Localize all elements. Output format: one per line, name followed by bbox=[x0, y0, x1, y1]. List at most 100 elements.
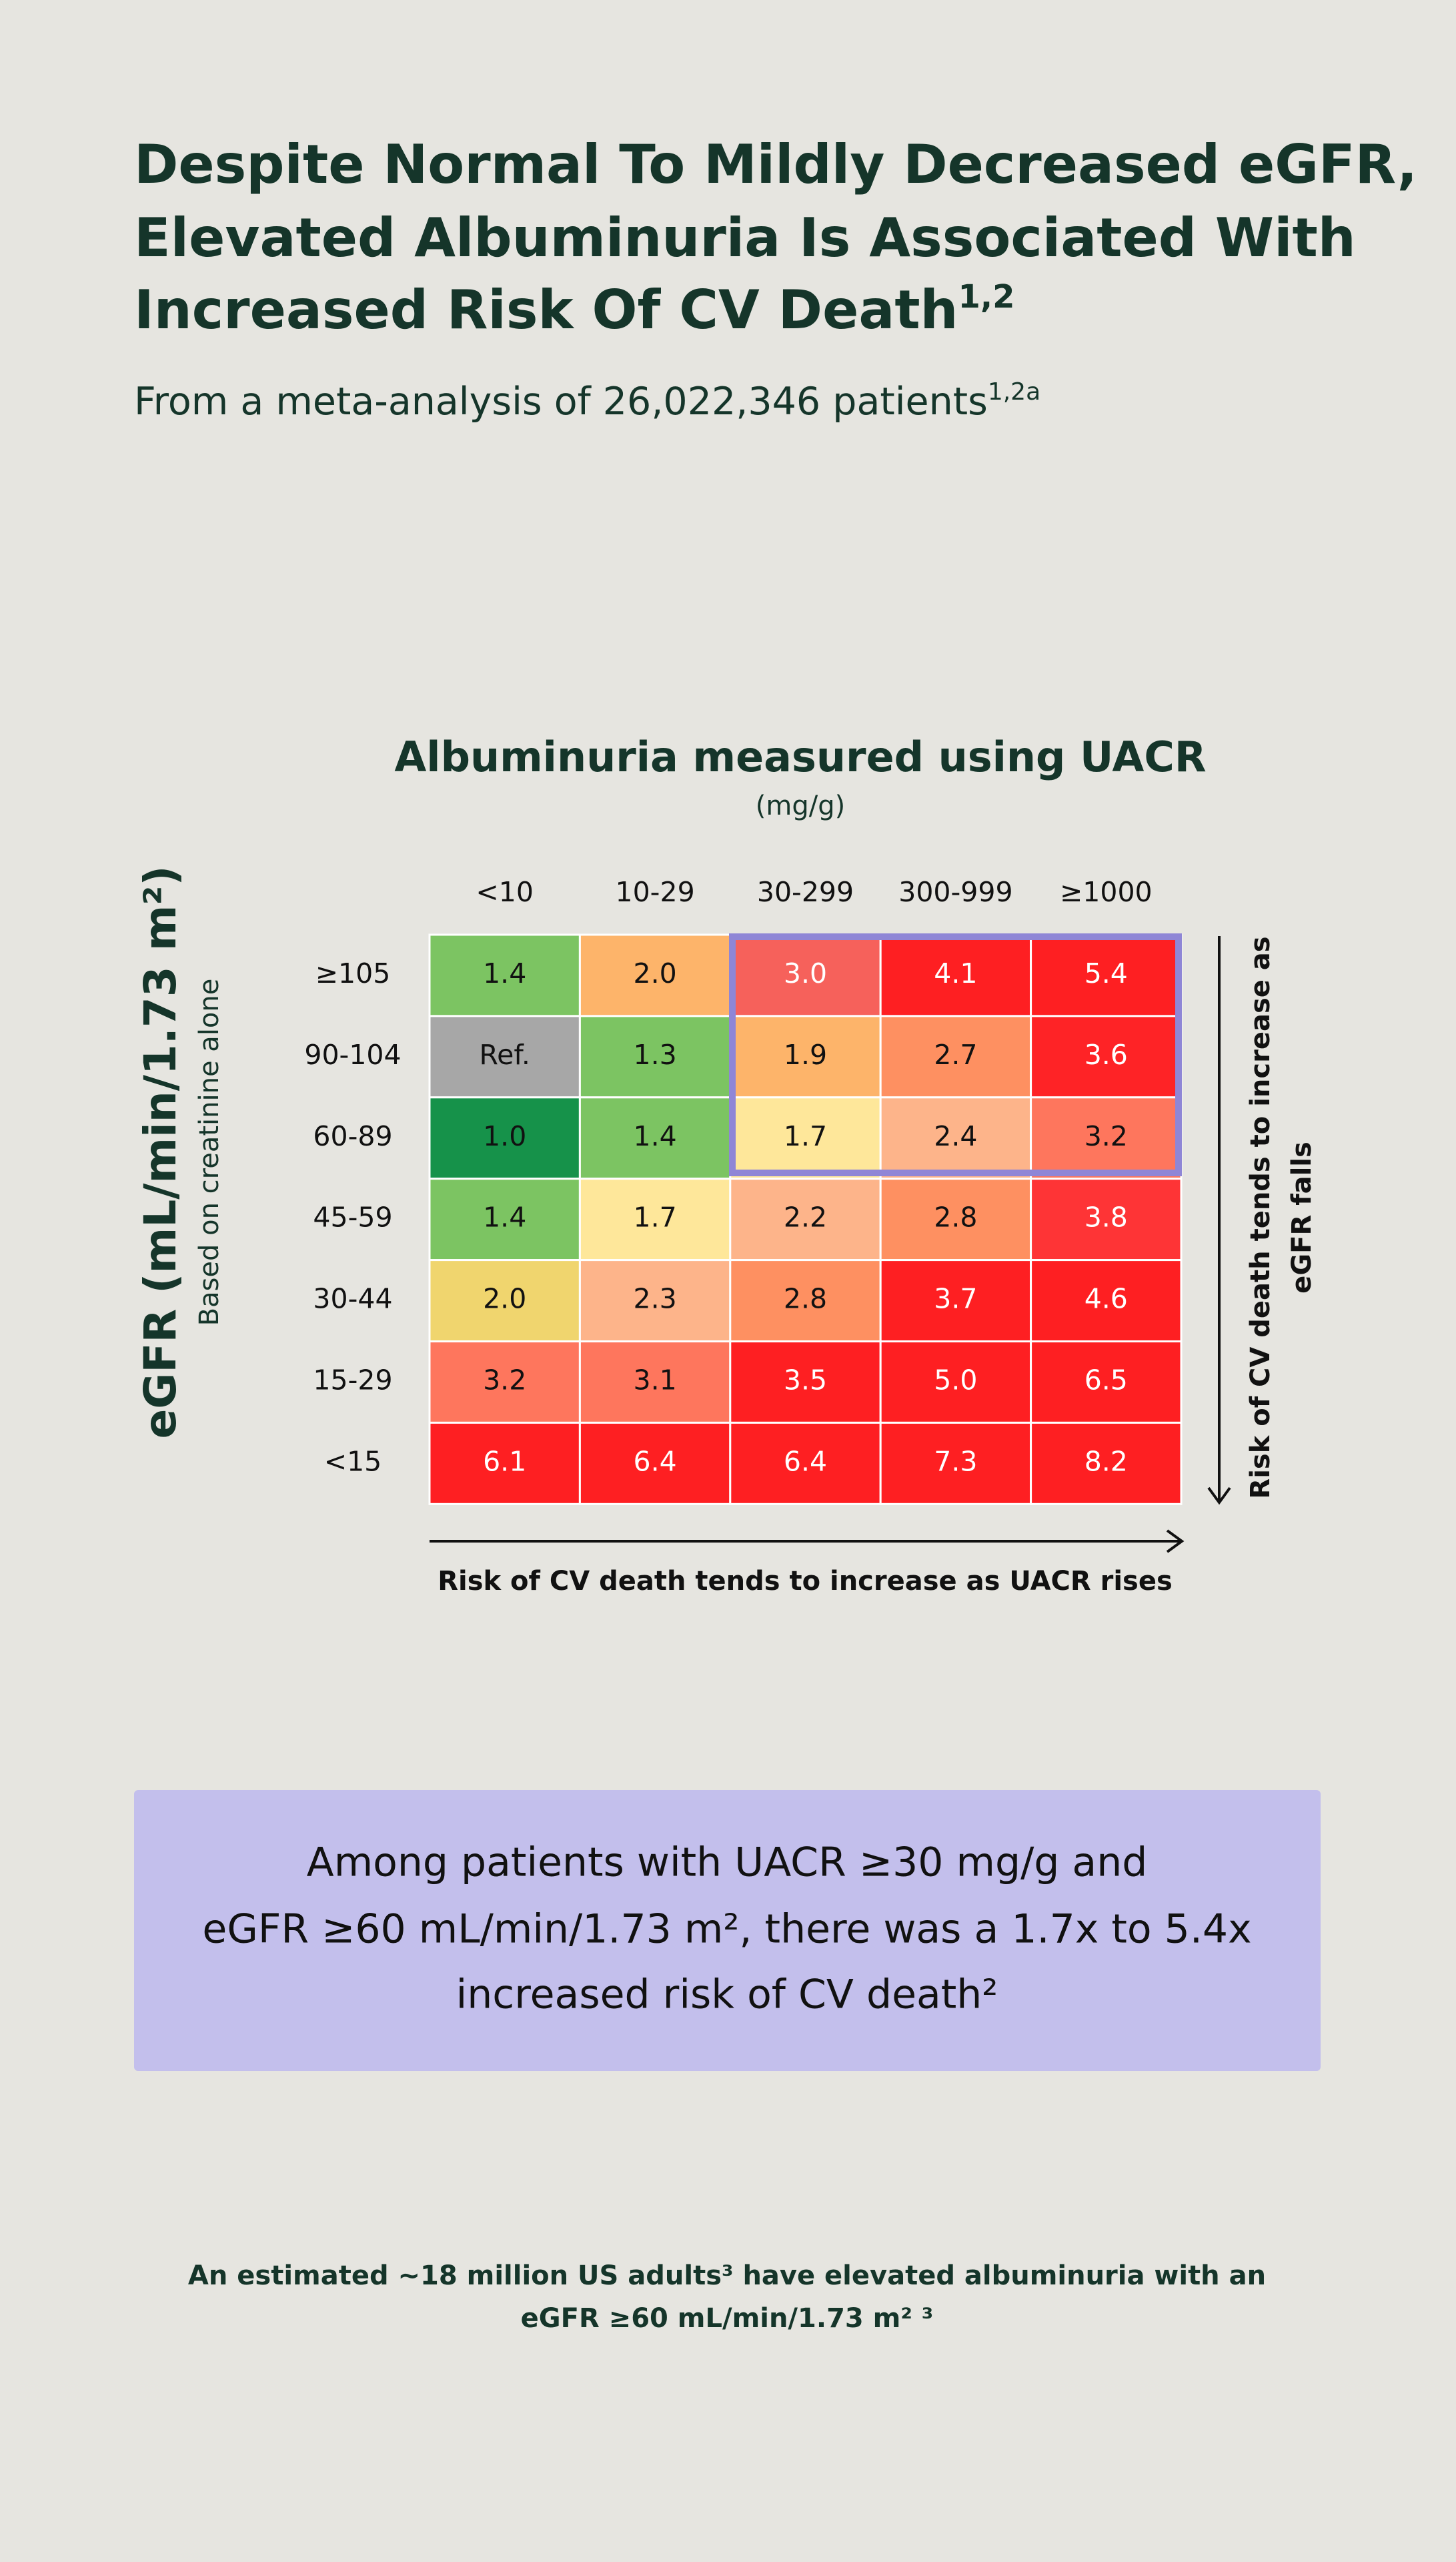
cell-value: 3.5 bbox=[784, 1364, 827, 1396]
heatmap-cell bbox=[729, 1178, 882, 1262]
title-line: Elevated Albuminuria Is Associated With bbox=[134, 207, 1356, 269]
callout-box bbox=[134, 1790, 1321, 2071]
right-note-line: eGFR falls bbox=[1287, 1142, 1317, 1294]
title-line: Increased Risk Of CV Death1,2 bbox=[134, 278, 1015, 341]
cell-value: 2.3 bbox=[633, 1283, 676, 1315]
footer-line: eGFR ≥60 mL/min/1.73 m² ³ bbox=[521, 2303, 934, 2334]
cell-value: 2.4 bbox=[934, 1120, 977, 1152]
row-label: 60-89 bbox=[313, 1120, 392, 1152]
column-label: <10 bbox=[476, 876, 534, 908]
bottom-note: Risk of CV death tends to increase as UA… bbox=[438, 1566, 1173, 1597]
cell-value: 1.4 bbox=[483, 1202, 526, 1234]
callout-line: eGFR ≥60 mL/min/1.73 m², there was a 1.7… bbox=[202, 1906, 1251, 1953]
cell-value: 3.1 bbox=[633, 1364, 676, 1396]
heatmap-cell bbox=[1030, 1178, 1183, 1262]
row-axis-title: eGFR (mL/min/1.73 m²) bbox=[135, 865, 186, 1438]
heatmap-cell bbox=[729, 1421, 882, 1505]
cell-value: 3.8 bbox=[1084, 1202, 1128, 1234]
cell-value: 1.4 bbox=[633, 1120, 676, 1152]
heatmap-cell bbox=[428, 933, 581, 1017]
heatmap-cell bbox=[1030, 1421, 1183, 1505]
row-label: 90-104 bbox=[304, 1039, 401, 1071]
cell-value: 5.0 bbox=[934, 1364, 977, 1396]
heatmap-cell bbox=[428, 1259, 581, 1342]
row-label: 45-59 bbox=[313, 1202, 392, 1234]
cell-value: 6.5 bbox=[1084, 1364, 1128, 1396]
cell-value: 2.0 bbox=[633, 957, 676, 989]
heatmap-cell bbox=[1030, 1259, 1183, 1342]
cell-value: 5.4 bbox=[1084, 957, 1128, 989]
cell-value: 2.8 bbox=[934, 1202, 977, 1234]
arrow-head bbox=[1207, 1486, 1231, 1505]
heatmap-cell bbox=[879, 1340, 1032, 1424]
cell-value: 1.9 bbox=[784, 1039, 827, 1071]
row-axis-subtitle: Based on creatinine alone bbox=[194, 979, 225, 1326]
heatmap-cell bbox=[729, 1096, 882, 1180]
heatmap-cell bbox=[578, 1178, 732, 1262]
callout-line: increased risk of CV death² bbox=[456, 1972, 998, 2018]
cell-value: 4.1 bbox=[934, 957, 977, 989]
column-label: 30-299 bbox=[757, 876, 854, 908]
title-line: Despite Normal To Mildly Decreased eGFR, bbox=[134, 133, 1417, 195]
heatmap-cell bbox=[729, 933, 882, 1017]
title-text: Increased Risk Of CV Death bbox=[134, 279, 958, 341]
row-label: 15-29 bbox=[313, 1364, 392, 1396]
cell-value: 2.0 bbox=[483, 1283, 526, 1315]
heatmap-cell bbox=[1030, 1096, 1183, 1180]
cell-value: 6.4 bbox=[633, 1445, 676, 1477]
table-title: Albuminuria measured using UACR bbox=[394, 733, 1206, 781]
heatmap-cell bbox=[879, 1259, 1032, 1342]
cell-value: 2.2 bbox=[784, 1202, 827, 1234]
callout-line: Among patients with UACR ≥30 mg/g and bbox=[307, 1839, 1148, 1886]
row-label: 30-44 bbox=[313, 1283, 392, 1315]
cell-value: 6.1 bbox=[483, 1445, 526, 1477]
cell-value: 2.8 bbox=[784, 1283, 827, 1315]
heatmap-cell bbox=[578, 1259, 732, 1342]
heatmap-cell bbox=[879, 1178, 1032, 1262]
heatmap-cell bbox=[578, 933, 732, 1017]
cell-value: 1.7 bbox=[784, 1120, 827, 1152]
subtitle-sup: 1,2a bbox=[988, 378, 1040, 406]
arrow-head bbox=[1166, 1529, 1185, 1553]
cell-value: 1.0 bbox=[483, 1120, 526, 1152]
heatmap-cell bbox=[1030, 1340, 1183, 1424]
cell-value: 1.7 bbox=[633, 1202, 676, 1234]
highlight-box bbox=[729, 933, 1182, 1176]
column-label: ≥1000 bbox=[1060, 876, 1153, 908]
heatmap-cell bbox=[879, 1096, 1032, 1180]
cell-value: 3.2 bbox=[1084, 1120, 1128, 1152]
cell-value: 3.7 bbox=[934, 1283, 977, 1315]
cell-value: 7.3 bbox=[934, 1445, 977, 1477]
cell-value: 1.3 bbox=[633, 1039, 676, 1071]
row-label: ≥105 bbox=[315, 957, 391, 989]
subtitle: From a meta-analysis of 26,022,346 patie… bbox=[134, 378, 1040, 424]
heatmap-cell bbox=[1030, 1015, 1183, 1099]
heatmap-cell bbox=[428, 1178, 581, 1262]
cell-value: 8.2 bbox=[1084, 1445, 1128, 1477]
cell-value: 3.6 bbox=[1084, 1039, 1128, 1071]
subtitle-text: From a meta-analysis of 26,022,346 patie… bbox=[134, 380, 988, 424]
cell-value: 3.2 bbox=[483, 1364, 526, 1396]
cell-value: 4.6 bbox=[1084, 1283, 1128, 1315]
heatmap-cell bbox=[428, 1421, 581, 1505]
cell-value: 3.0 bbox=[784, 957, 827, 989]
heatmap-cell bbox=[879, 1015, 1032, 1099]
right-note-line: Risk of CV death tends to increase as bbox=[1245, 936, 1276, 1499]
heatmap-cell bbox=[729, 1259, 882, 1342]
cell-value: 6.4 bbox=[784, 1445, 827, 1477]
column-label: 300-999 bbox=[898, 876, 1012, 908]
table-unit: (mg/g) bbox=[756, 791, 845, 821]
footer-line: An estimated ~18 million US adults³ have… bbox=[188, 2260, 1266, 2291]
cell-value: 2.7 bbox=[934, 1039, 977, 1071]
heatmap: <10 10-29 30-299 300-999 ≥1000 ≥105 1.4 2.0 3.0 4… bbox=[304, 876, 1183, 1505]
cell-value: Ref. bbox=[480, 1039, 530, 1071]
column-label: 10-29 bbox=[616, 876, 695, 908]
right-note: Risk of CV death tends to increase as eG… bbox=[1245, 936, 1317, 1499]
cell-value: 1.4 bbox=[483, 957, 526, 989]
heatmap-cell bbox=[578, 1096, 732, 1180]
title-sup: 1,2 bbox=[958, 278, 1015, 316]
row-label: <15 bbox=[324, 1445, 382, 1477]
heatmap-cell bbox=[428, 1340, 581, 1424]
